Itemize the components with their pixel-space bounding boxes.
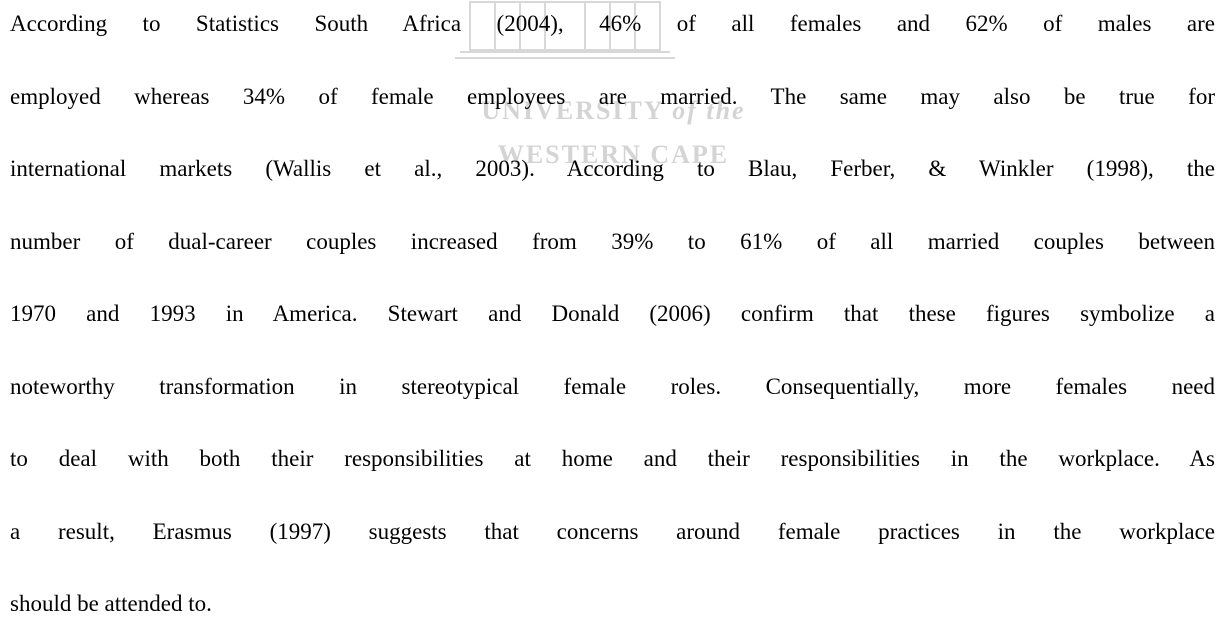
text-line: employed whereas 34% of female employees… <box>10 83 1215 109</box>
text-line: should be attended to. <box>10 591 212 616</box>
text-line: to deal with both their responsibilities… <box>10 446 1215 471</box>
text-line: According to Statistics South Africa (20… <box>10 11 1215 36</box>
watermark-suffix: of the <box>672 96 746 125</box>
watermark-line: UNIVERSITY of the <box>481 96 746 125</box>
text-line: international markets (Wallis et al., 20… <box>10 156 1215 181</box>
watermark-line: WESTERN CAPE <box>497 140 730 169</box>
text-line: 1970 and 1993 in America. Stewart and Do… <box>10 301 1215 326</box>
text-line: number of dual-career couples increased … <box>10 228 1215 254</box>
text-line: noteworthy transformation in stereotypic… <box>10 373 1215 399</box>
text-line: a result, Erasmus (1997) suggests that c… <box>10 518 1215 544</box>
